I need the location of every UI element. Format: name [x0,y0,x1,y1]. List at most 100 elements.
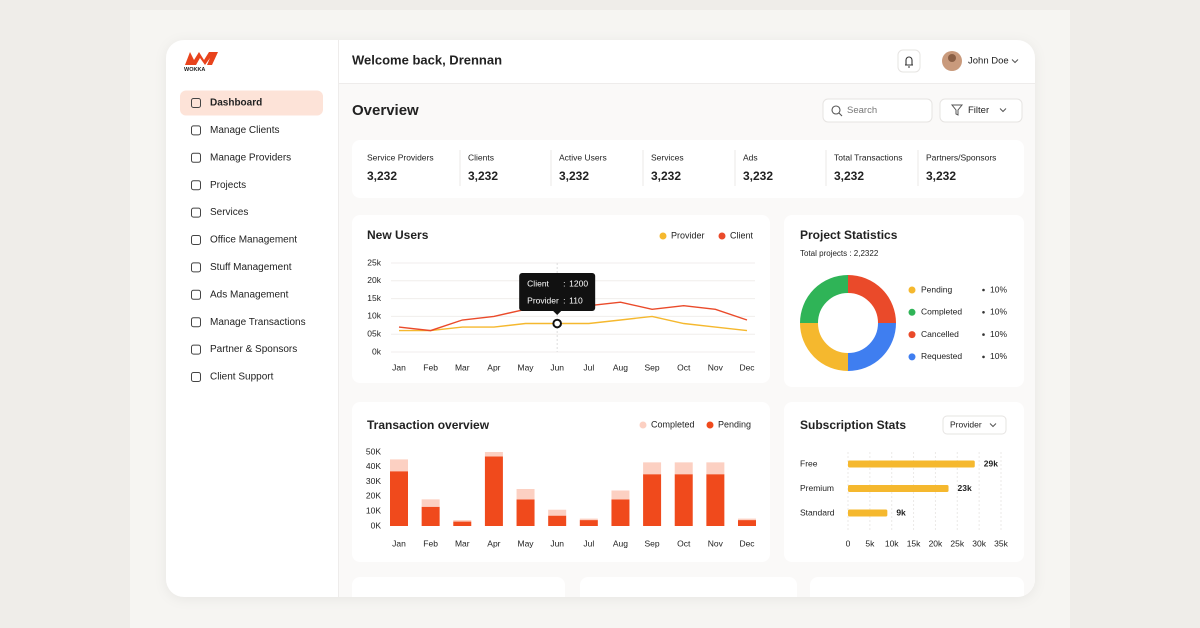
bar-segment [516,499,535,526]
x-tick-label: 5k [865,538,875,548]
x-tick-label: Jun [550,362,564,372]
x-tick-label: Feb [423,362,438,372]
menu-icon [191,180,201,191]
bar-segment [421,506,440,526]
legend-value: 10% [990,284,1007,294]
x-tick-label: Apr [487,538,500,548]
dropdown-chevron [989,423,997,428]
x-tick-label: 0 [846,538,851,548]
filter-chevron [999,108,1007,113]
menu-icon [191,289,201,300]
stat-label: Active Users [559,152,607,162]
menu-icon [191,262,201,273]
stat-value: 3,232 [468,169,498,183]
y-tick-label: 25k [367,257,381,267]
y-tick-label: 20K [366,491,381,501]
project-stats-card [784,215,1024,387]
x-tick-label: Jan [392,538,406,548]
legend-value: 10% [990,307,1007,317]
x-tick-label: Aug [613,362,628,372]
menu-item[interactable]: Ads Management [210,289,289,300]
chart-title: Project Statistics [800,228,898,242]
stat-label: Services [651,152,684,162]
menu-icon [191,372,201,382]
x-tick-label: Jul [583,538,594,548]
bar-segment [453,521,472,526]
stat-value: 3,232 [651,169,681,183]
menu-item[interactable]: Partner & Sponsors [210,344,297,355]
stat-value: 3,232 [367,169,397,183]
legend-label: Client [730,230,754,240]
bar-segment [484,456,503,526]
y-tick-label: 20k [367,275,381,285]
x-tick-label: Feb [423,538,438,548]
menu-icon [191,235,201,245]
menu-icon [191,98,201,108]
search-placeholder: Search [847,105,877,116]
search-box[interactable] [822,98,933,123]
tooltip-value: 1200 [569,278,588,288]
legend-value: 10% [990,329,1007,339]
sidebar: Dashboard Manage Clients Manage Providers P… [180,90,323,383]
menu-item[interactable]: Services [210,207,248,218]
active-item-bg [180,90,323,116]
bar-segment [738,518,756,521]
menu-item[interactable]: Stuff Management [210,262,292,273]
bar-segment [548,515,567,526]
bar-segment [579,518,598,521]
bottom-card [352,577,565,597]
bottom-card [810,577,1024,597]
menu-item[interactable]: Dashboard [210,98,262,109]
bar [848,509,888,517]
y-tick-label: 0k [372,346,382,356]
chart-title: New Users [367,228,429,242]
stat-label: Clients [468,152,494,162]
user-name[interactable]: John Doe [968,56,1009,67]
stat-value: 3,232 [743,169,773,183]
stat-value: 3,232 [559,169,589,183]
bar-segment [548,509,567,516]
stat-label: Service Providers [367,152,434,162]
content: Service Providers 3,232 Clients 3,232 Active… [366,150,1009,548]
subscription-card [784,402,1024,562]
menu-item[interactable]: Manage Providers [210,152,291,163]
legend-bullet [982,288,985,292]
bar-segment [484,452,503,457]
tooltip-arrow [553,311,562,315]
donut-segment [847,275,896,324]
legend-label: Cancelled [921,329,959,339]
stat-value: 3,232 [926,169,956,183]
menu-item[interactable]: Client Support [210,372,274,383]
bell-icon [905,56,913,68]
menu-item[interactable]: Manage Clients [210,125,279,136]
legend-label: Pending [921,284,952,294]
stat-value: 3,232 [834,169,864,183]
menu-item[interactable]: Projects [210,180,246,191]
bottom-card [580,577,797,597]
bar-segment [453,520,472,522]
dropdown[interactable] [942,415,1007,435]
bar-segment [738,520,756,526]
x-tick-label: Dec [739,538,755,548]
tooltip-marker [552,318,562,329]
menu-icon [191,207,201,218]
menu-item[interactable]: Manage Transactions [210,317,306,328]
legend-label: Pending [718,419,751,429]
notifications-button[interactable] [897,49,921,73]
search-icon [831,105,841,115]
search-icon-handle [838,112,843,117]
logo-mark [185,52,218,65]
x-tick-label: Aug [613,538,628,548]
legend-swatch [706,421,714,429]
x-tick-label: Jul [583,362,594,372]
x-tick-label: May [518,362,535,372]
bar-segment [421,499,440,507]
x-tick-label: 35k [994,538,1008,548]
bar [848,460,975,468]
x-tick-label: 15k [907,538,921,548]
x-tick-label: 10k [885,538,899,548]
menu-item[interactable]: Office Management [210,235,297,246]
donut-segment [847,322,896,371]
category-label: Premium [800,483,834,493]
